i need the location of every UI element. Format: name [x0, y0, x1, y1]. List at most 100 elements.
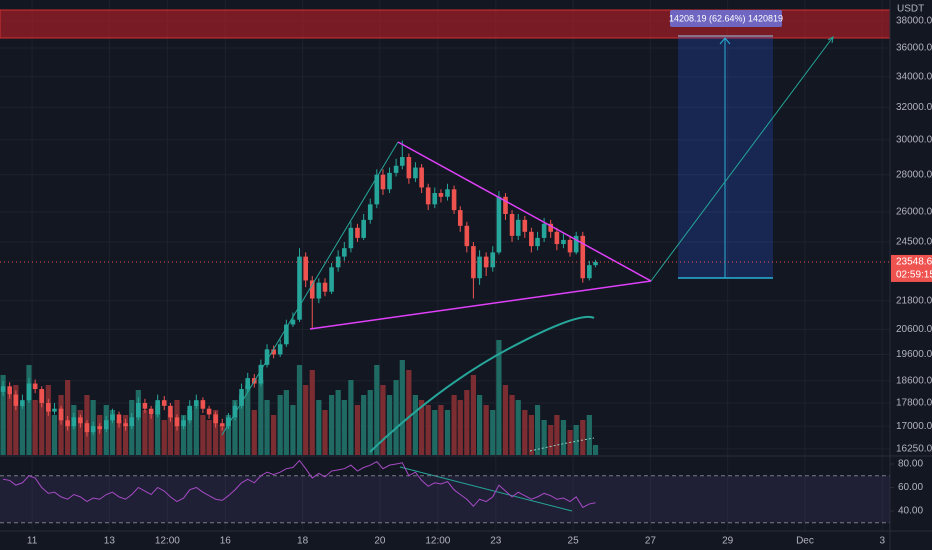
y-tick-label: 19600.00: [896, 349, 932, 360]
candle-body: [490, 252, 496, 268]
y-tick-label: 21800.00: [896, 295, 932, 306]
volume-bar: [193, 405, 199, 455]
x-tick-label: 20: [374, 536, 386, 547]
trend-line: [221, 141, 399, 436]
x-tick-label: 11: [27, 536, 38, 547]
y-tick-label: 28000.00: [896, 169, 932, 180]
candle-body: [361, 219, 366, 238]
volume-bar: [541, 420, 547, 455]
volume-bar: [354, 405, 361, 455]
candle-body: [258, 364, 264, 384]
candle-body: [464, 225, 470, 247]
volume-bar: [490, 410, 496, 455]
candle-body: [367, 204, 373, 220]
volume-bar: [451, 395, 457, 455]
countdown: 02:59:15: [896, 270, 932, 281]
candle-body: [593, 261, 598, 266]
rsi-tick-label: 40.00: [898, 506, 923, 517]
candle-body: [335, 256, 341, 268]
volume-bar: [200, 415, 206, 455]
volume-bar: [303, 385, 309, 455]
volume-bar: [419, 400, 425, 455]
rsi-line: [3, 459, 596, 509]
candle-body: [374, 174, 380, 205]
y-tick-label: 34000.00: [896, 71, 932, 82]
volume-bar: [225, 415, 231, 455]
candle-body: [161, 400, 167, 406]
volume-bar: [58, 395, 64, 455]
candle-body: [451, 189, 457, 211]
y-tick-label: 38000.00: [896, 15, 932, 26]
candle-body: [573, 235, 579, 253]
rsi-trend-line: [399, 466, 573, 512]
volume-bar: [483, 405, 489, 455]
volume-bar: [45, 385, 51, 455]
candle-body: [406, 157, 412, 179]
rsi-band-fill: [0, 475, 890, 523]
candle-body: [123, 423, 128, 427]
candle-body: [284, 324, 289, 345]
volume-bar: [348, 380, 354, 455]
candle-body: [232, 405, 238, 418]
volume-bar: [522, 410, 528, 455]
volume-bar: [232, 400, 238, 455]
volume-bar: [271, 415, 277, 455]
candle-body: [0, 386, 6, 392]
candle-body: [503, 196, 508, 214]
candle-body: [174, 417, 180, 427]
volume-bar: [251, 410, 257, 455]
x-tick-label: 18: [297, 536, 309, 547]
volume-bar: [148, 415, 154, 455]
volume-bar: [586, 415, 592, 455]
volume-bar: [206, 420, 212, 455]
rsi: [0, 459, 894, 524]
y-tick-label: 20600.00: [896, 324, 932, 335]
candle-body: [168, 405, 173, 418]
volume-bar: [534, 405, 541, 455]
candle-body: [213, 414, 218, 424]
candle-body: [471, 246, 476, 279]
volume-bar: [496, 340, 502, 455]
candle-body: [515, 219, 521, 236]
candle-body: [78, 417, 83, 424]
volume-bar: [341, 400, 347, 455]
volume-bar: [213, 410, 219, 455]
candle-body: [39, 389, 45, 404]
volume-bar: [380, 385, 386, 455]
volume-bar: [7, 395, 13, 455]
candle-body: [380, 174, 386, 190]
rsi-tick-label: 60.00: [898, 482, 923, 493]
volume-bar: [444, 410, 451, 455]
y-tick-label: 24500.00: [896, 237, 932, 248]
volume-bar: [277, 395, 283, 455]
volume-bar: [116, 420, 122, 455]
candle-body: [399, 157, 405, 166]
arrow-head: [827, 36, 834, 44]
candle-body: [445, 189, 450, 197]
volume-bar: [245, 385, 251, 455]
candle-body: [438, 193, 444, 197]
volume-bar: [425, 405, 431, 455]
candle-body: [554, 231, 560, 245]
candle-body: [32, 383, 38, 390]
volume-bar: [476, 395, 483, 455]
candle-body: [52, 408, 57, 412]
x-tick-label: 27: [645, 536, 657, 547]
candle-body: [561, 239, 566, 245]
candle-body: [541, 223, 547, 238]
rsi-tick-label: 80.00: [898, 459, 923, 470]
candle-body: [116, 414, 122, 424]
triangle-upper: [397, 141, 652, 282]
volume-bar: [122, 415, 129, 455]
candle-body: [348, 227, 354, 249]
volume-bar: [457, 400, 463, 455]
volume-bar: [39, 390, 45, 455]
candle-body: [329, 267, 334, 292]
candle-body: [84, 423, 90, 433]
candle-body: [136, 403, 141, 418]
y-tick-label: 30000.00: [896, 135, 932, 146]
x-tick-label: 12:00: [425, 536, 450, 547]
volume-bar: [32, 400, 38, 455]
